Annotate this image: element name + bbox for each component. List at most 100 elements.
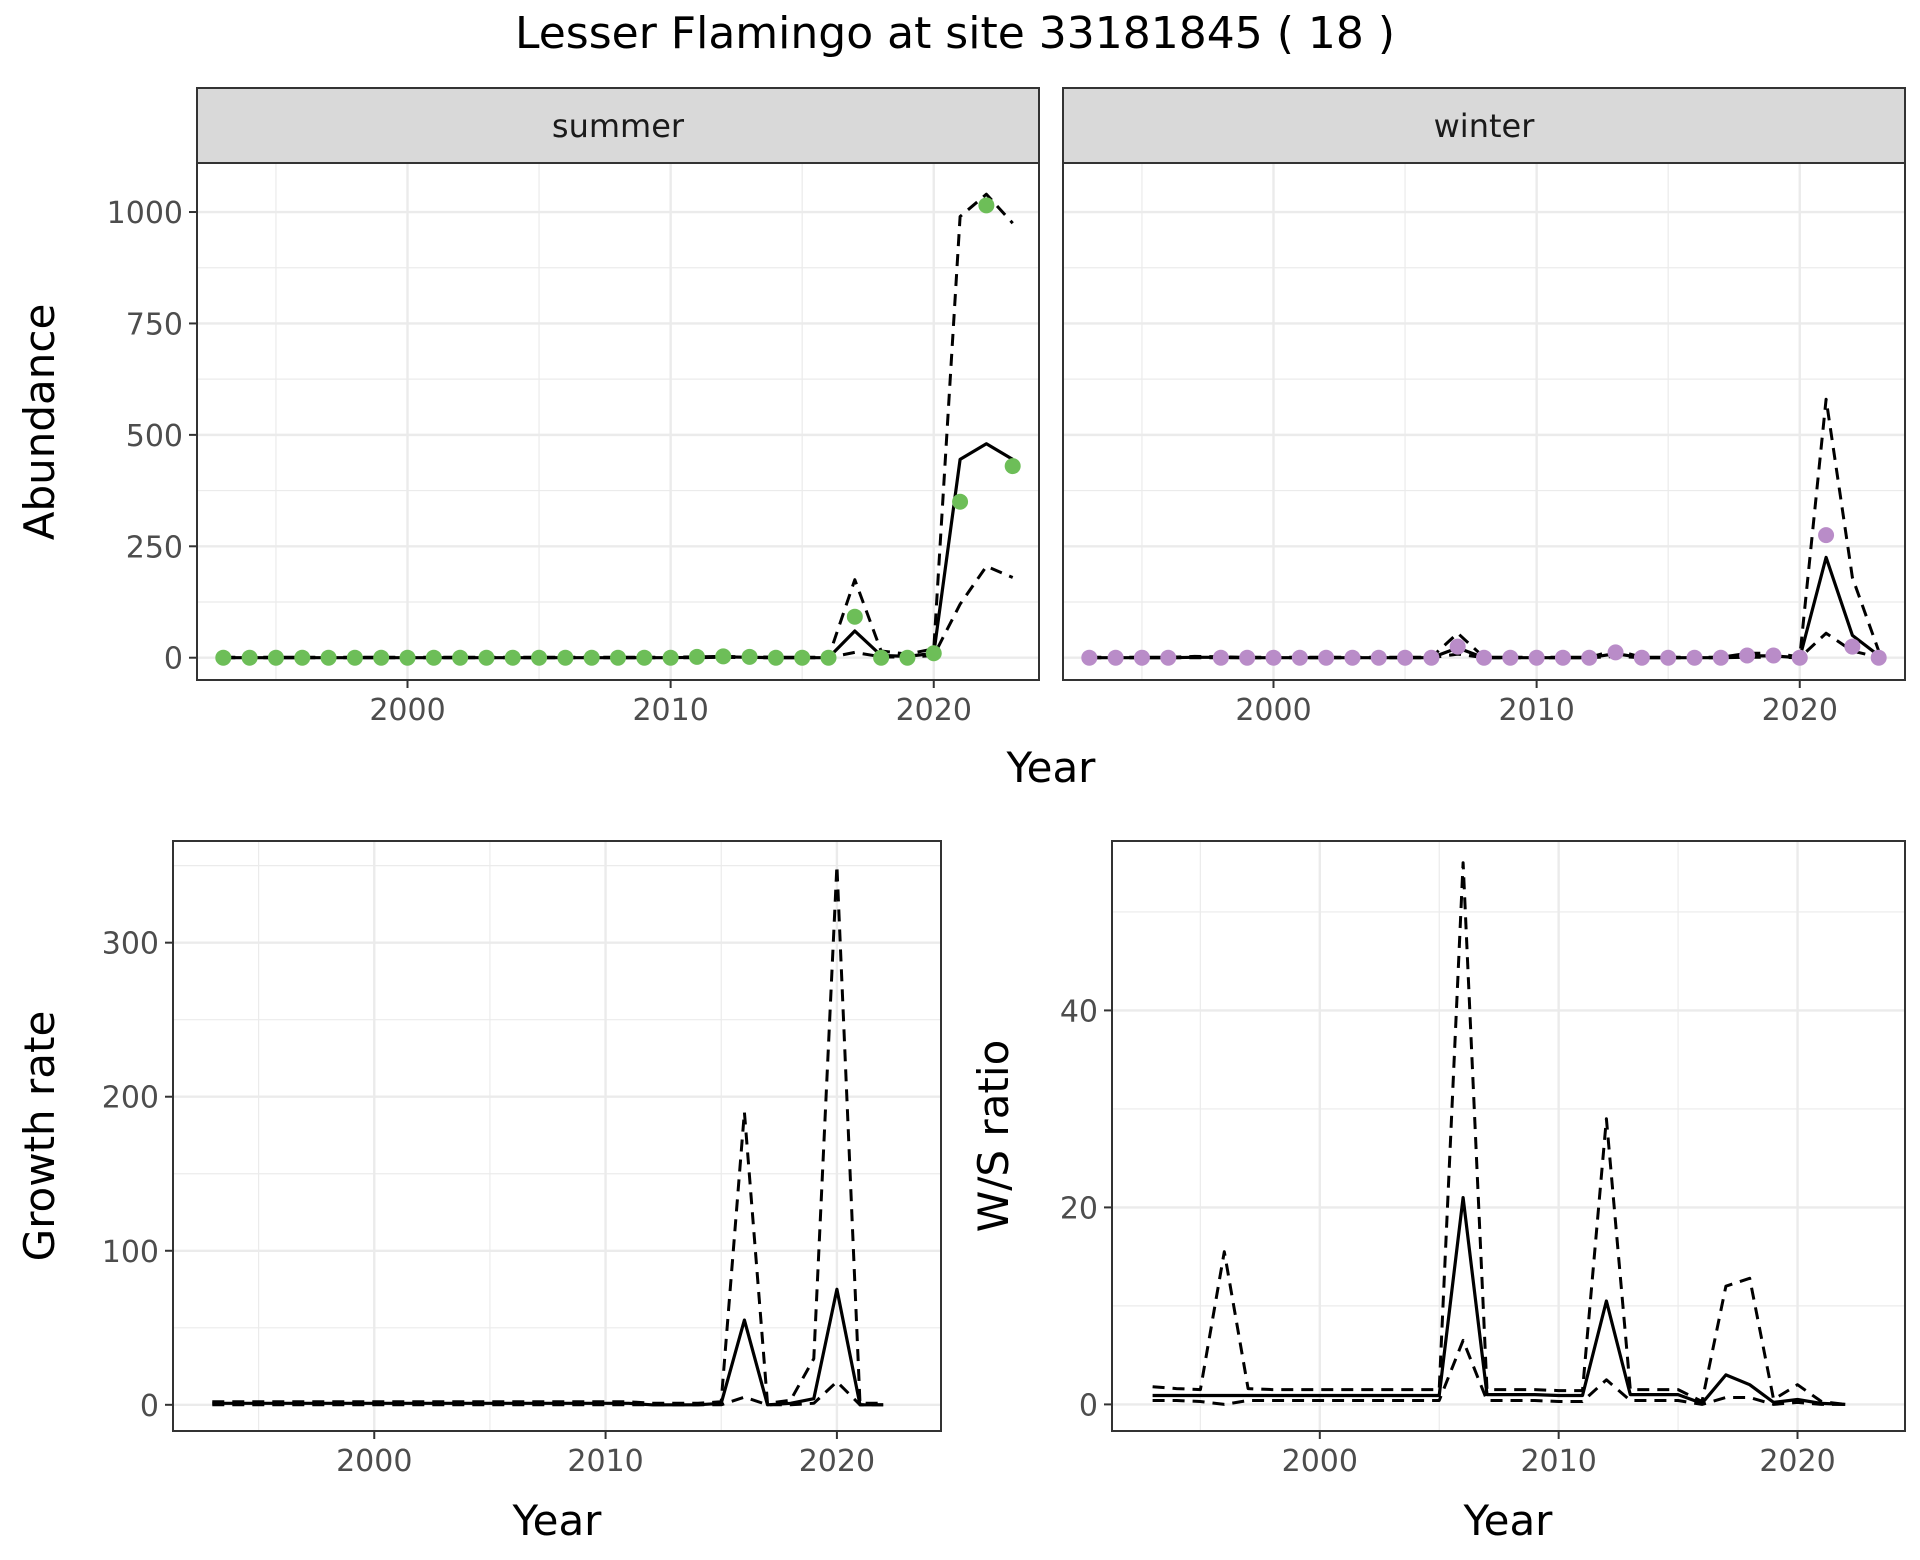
- observed-point: [636, 649, 653, 666]
- x-tick-label: 2020: [1762, 693, 1838, 728]
- observed-point: [767, 649, 784, 666]
- observed-point: [1633, 649, 1650, 666]
- x-tick-label: 2000: [1235, 693, 1311, 728]
- figure-title: Lesser Flamingo at site 33181845 ( 18 ): [515, 8, 1395, 59]
- abundance-y-label: Abundance: [15, 304, 64, 541]
- points-summer: [215, 197, 1021, 666]
- plot-area-ratio: [1112, 841, 1905, 1431]
- x-tick-label: 2010: [567, 1444, 643, 1479]
- y-ticks-summer: 0 250 500 750 1000: [107, 196, 197, 677]
- band-ratio: [1152, 861, 1846, 1406]
- panel-ratio: 2000 2010 2020 0 20 40 Year W/S ratio: [969, 840, 1906, 1545]
- observed-point: [425, 649, 442, 666]
- abundance-x-label: Year: [1006, 743, 1097, 792]
- x-tick-label: 2020: [1759, 1444, 1835, 1479]
- y-ticks-ratio: 0 20 40: [1060, 994, 1112, 1423]
- observed-point: [820, 649, 837, 666]
- lower-bound-line: [1152, 1338, 1846, 1406]
- y-tick-label: 0: [164, 642, 183, 677]
- observed-point: [452, 649, 469, 666]
- observed-point: [1239, 649, 1256, 666]
- observed-point: [952, 493, 969, 510]
- panel-growth: 2000 2010 2020 0 100 200 300 Year Growth rate: [15, 840, 942, 1545]
- x-ticks-winter: 2000 2010 2020: [1235, 680, 1838, 728]
- observed-point: [1133, 649, 1150, 666]
- observed-point: [1870, 649, 1887, 666]
- y-tick-label: 0: [140, 1389, 159, 1424]
- x-tick-label: 2010: [632, 693, 708, 728]
- plot-area-winter: [1063, 163, 1905, 680]
- plot-area-summer: [197, 163, 1039, 680]
- observed-point: [478, 649, 495, 666]
- observed-point: [346, 649, 363, 666]
- grid-ratio: [1112, 841, 1905, 1431]
- observed-point: [846, 608, 863, 625]
- observed-point: [899, 649, 916, 666]
- x-tick-label: 2000: [336, 1444, 412, 1479]
- observed-point: [1739, 647, 1756, 664]
- observed-point: [1004, 458, 1021, 475]
- observed-point: [1449, 638, 1466, 655]
- x-tick-label: 2010: [1520, 1444, 1596, 1479]
- observed-point: [1370, 649, 1387, 666]
- observed-point: [1291, 649, 1308, 666]
- observed-point: [1554, 649, 1571, 666]
- y-tick-label: 0: [1079, 1388, 1098, 1423]
- panel-abundance-summer: summer 2000 2010 2020 0 250 500 750 1000: [107, 87, 1040, 728]
- observed-point: [504, 649, 521, 666]
- observed-point: [294, 649, 311, 666]
- observed-point: [662, 649, 679, 666]
- observed-point: [1844, 638, 1861, 655]
- y-ticks-growth: 0 100 200 300: [102, 927, 173, 1424]
- observed-point: [1397, 649, 1414, 666]
- observed-point: [1107, 649, 1124, 666]
- x-ticks-ratio: 2000 2010 2020: [1282, 1431, 1836, 1479]
- growth-y-label: Growth rate: [15, 1011, 64, 1262]
- observed-point: [1160, 649, 1177, 666]
- observed-point: [1528, 649, 1545, 666]
- x-tick-label: 2000: [369, 693, 445, 728]
- observed-point: [1818, 527, 1835, 544]
- observed-point: [241, 649, 258, 666]
- fit-growth: [212, 1287, 884, 1407]
- observed-point: [373, 649, 390, 666]
- observed-point: [531, 649, 548, 666]
- observed-point: [925, 645, 942, 662]
- y-tick-label: 750: [126, 307, 183, 342]
- growth-x-label: Year: [512, 1496, 603, 1545]
- y-tick-label: 200: [102, 1081, 159, 1116]
- observed-point: [1344, 649, 1361, 666]
- observed-point: [1265, 649, 1282, 666]
- y-tick-label: 1000: [107, 196, 183, 231]
- ratio-x-label: Year: [1463, 1496, 1554, 1545]
- x-tick-label: 2010: [1498, 693, 1574, 728]
- observed-point: [1765, 647, 1782, 664]
- observed-point: [1607, 644, 1624, 661]
- grid-growth: [173, 841, 941, 1431]
- strip-label-summer: summer: [552, 107, 685, 145]
- observed-point: [873, 649, 890, 666]
- observed-point: [1212, 649, 1229, 666]
- plot-area-growth: [173, 841, 941, 1431]
- observed-point: [1712, 649, 1729, 666]
- x-ticks-growth: 2000 2010 2020: [336, 1431, 875, 1479]
- observed-point: [1081, 649, 1098, 666]
- observed-point: [1791, 649, 1808, 666]
- grid-winter: [1063, 163, 1905, 680]
- observed-point: [1581, 649, 1598, 666]
- observed-point: [610, 649, 626, 666]
- observed-point: [1423, 649, 1440, 666]
- x-tick-label: 2000: [1282, 1444, 1358, 1479]
- fitted-line: [212, 1287, 884, 1407]
- panel-abundance-winter: winter 2000 2010 2020: [1062, 87, 1906, 728]
- strip-label-winter: winter: [1434, 107, 1536, 145]
- y-tick-label: 300: [102, 927, 159, 962]
- observed-point: [1318, 649, 1335, 666]
- fit-ratio: [1152, 1195, 1846, 1406]
- observed-point: [688, 648, 705, 665]
- x-tick-label: 2020: [799, 1444, 875, 1479]
- strip-summer: [196, 87, 1040, 164]
- upper-bound-line: [1152, 861, 1846, 1406]
- observed-point: [267, 649, 284, 666]
- observed-point: [1476, 649, 1492, 666]
